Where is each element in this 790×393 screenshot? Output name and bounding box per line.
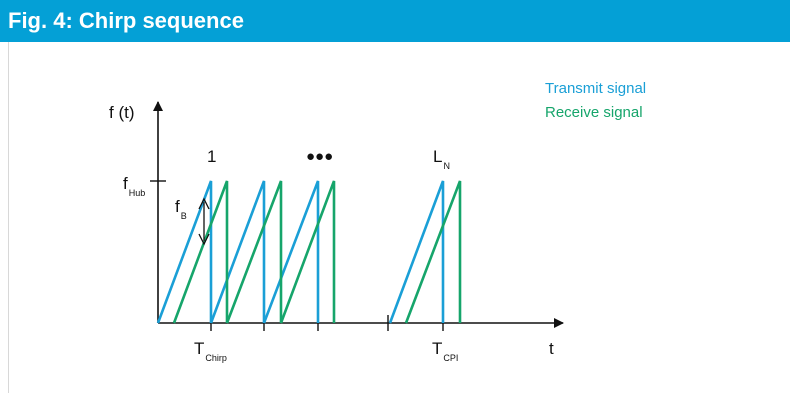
figure-header: Fig. 4: Chirp sequence	[0, 0, 790, 42]
y-axis-label: f (t)	[109, 103, 135, 122]
t-chirp-label: TChirp	[194, 339, 227, 363]
legend: Transmit signal Receive signal	[545, 77, 646, 125]
transmit-chirp-last	[388, 180, 445, 324]
t-cpi-main: T	[432, 339, 442, 358]
last-chirp-main: L	[433, 147, 442, 166]
legend-receive-label: Receive signal	[545, 104, 643, 121]
transmit-chirp-1	[156, 180, 213, 324]
f-b-main: f	[175, 197, 180, 216]
left-border-line	[8, 42, 9, 393]
x-axis-label: t	[549, 339, 554, 358]
transmit-chirp-2	[209, 180, 266, 324]
last-chirp-label: LN	[433, 147, 450, 171]
receive-chirp-last	[404, 180, 462, 324]
ellipsis-label: ●●●	[306, 148, 333, 165]
t-chirp-sub: Chirp	[205, 353, 227, 363]
receive-chirp-1	[172, 180, 229, 324]
last-chirp-sub: N	[443, 161, 450, 171]
f-hub-label: fHub	[123, 174, 145, 198]
f-hub-sub: Hub	[129, 188, 146, 198]
f-b-label: fB	[175, 197, 187, 221]
f-b-arrowhead-up	[198, 197, 210, 210]
t-cpi-sub: CPI	[443, 353, 458, 363]
legend-transmit-label: Transmit signal	[545, 80, 647, 97]
receive-chirp-2	[225, 180, 283, 324]
f-hub-main: f	[123, 174, 128, 193]
f-b-sub: B	[181, 211, 187, 221]
f-b-arrowhead-down	[198, 233, 210, 246]
t-cpi-label: TCPI	[432, 339, 458, 363]
t-chirp-main: T	[194, 339, 204, 358]
receive-chirp-3	[279, 180, 336, 324]
first-chirp-label: 1	[207, 147, 216, 166]
figure-title: Fig. 4: Chirp sequence	[8, 8, 244, 33]
